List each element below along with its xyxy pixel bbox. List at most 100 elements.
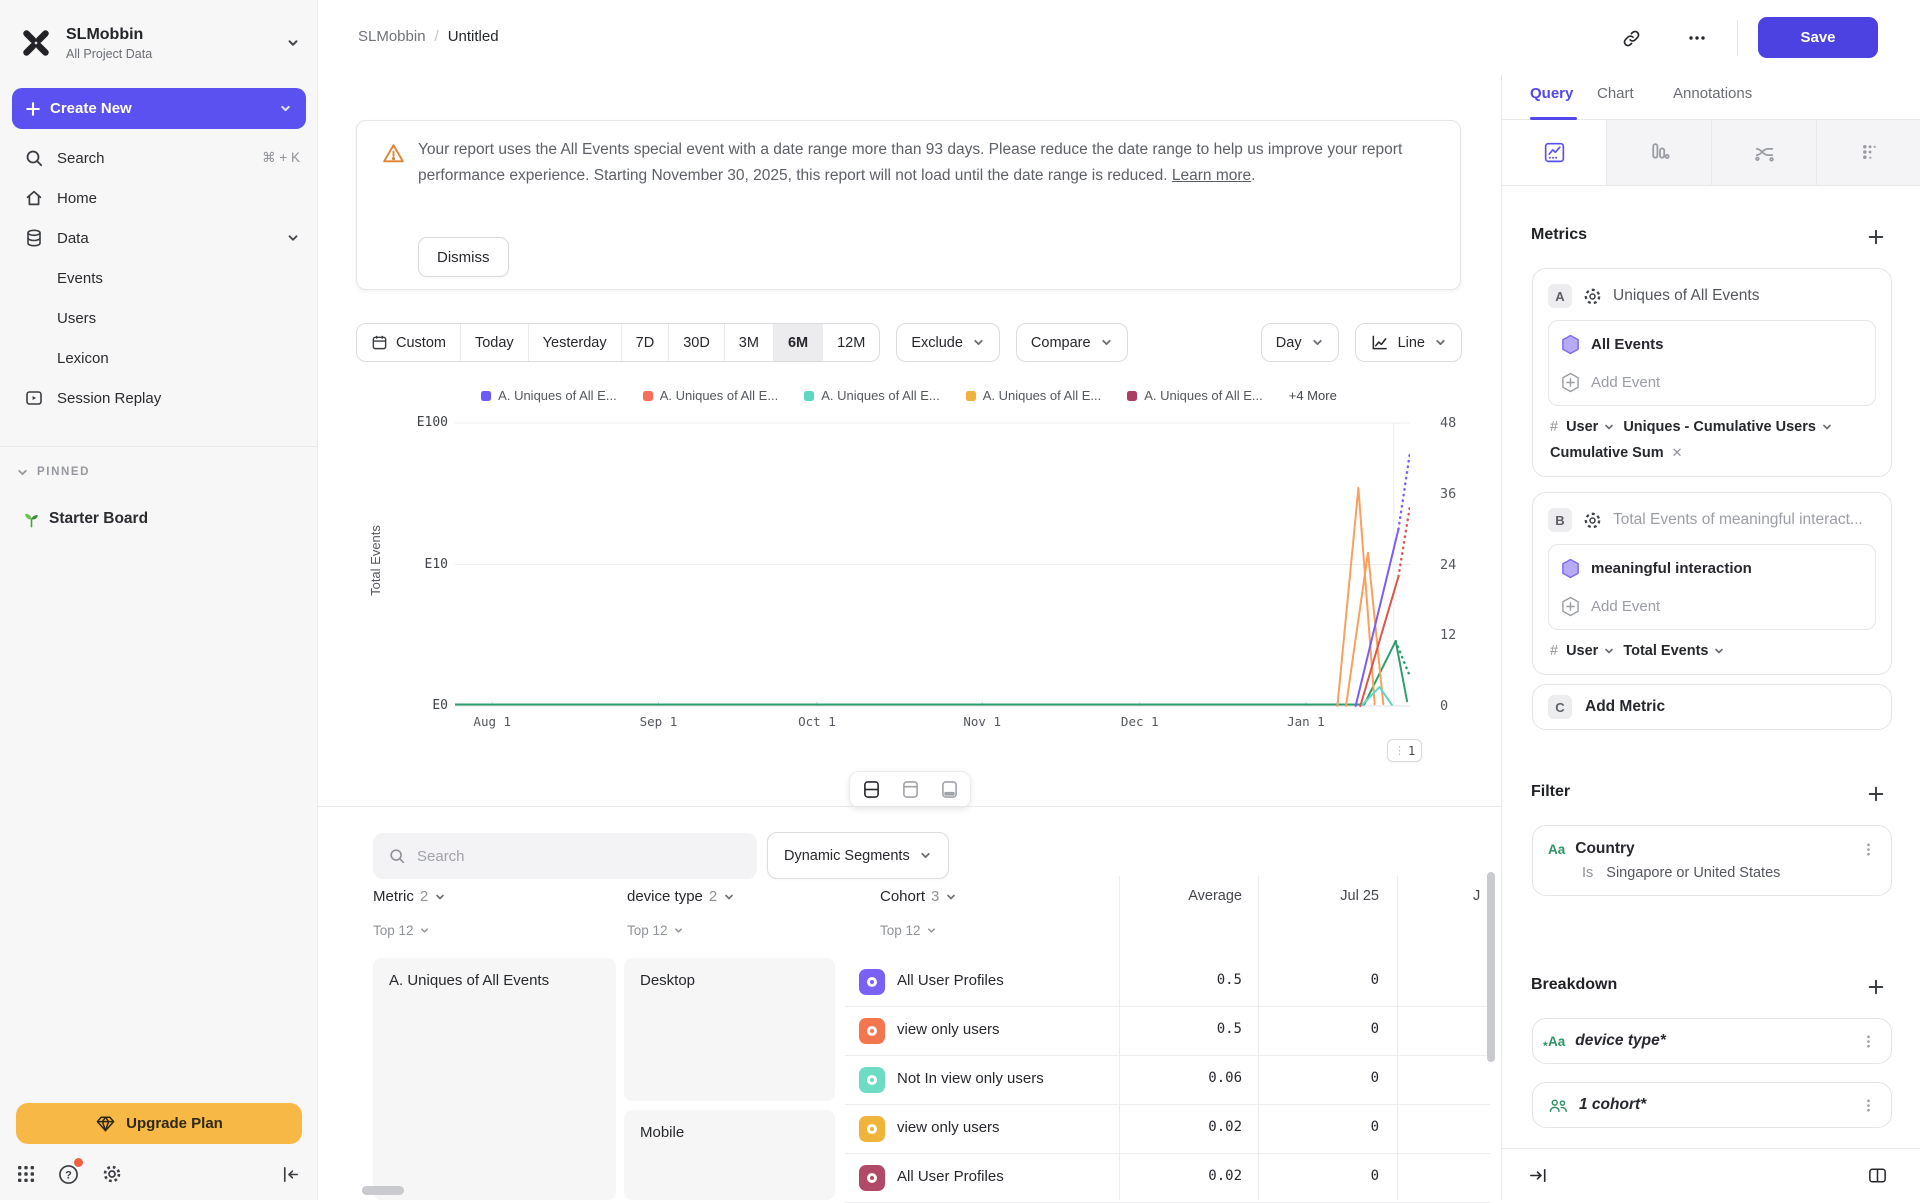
- legend-item[interactable]: A. Uniques of All E...: [481, 388, 617, 403]
- range-30d[interactable]: 30D: [668, 324, 724, 361]
- chart-type-dropdown[interactable]: Line: [1354, 323, 1462, 362]
- top-filter-cohort[interactable]: Top 12: [880, 923, 937, 938]
- column-header-clipped[interactable]: J: [1473, 888, 1481, 904]
- dynamic-segments-dropdown[interactable]: Dynamic Segments: [767, 832, 949, 879]
- device-type-cell[interactable]: Desktop: [624, 958, 835, 1101]
- range-custom[interactable]: Custom: [357, 324, 460, 361]
- more-options-icon[interactable]: [1681, 24, 1713, 52]
- save-button[interactable]: Save: [1758, 17, 1878, 58]
- horizontal-scrollbar[interactable]: [362, 1186, 404, 1195]
- range-yesterday[interactable]: Yesterday: [527, 324, 621, 361]
- table-row[interactable]: All User Profiles 0.5 0: [845, 958, 1490, 1007]
- legend-more[interactable]: +4 More: [1288, 388, 1337, 403]
- settings-gear-icon[interactable]: [98, 1160, 126, 1188]
- range-12m[interactable]: 12M: [822, 324, 879, 361]
- filter-card-country[interactable]: Aa Country Is Singapore or United States: [1532, 825, 1892, 896]
- chart-type-insights[interactable]: [1502, 120, 1606, 185]
- metric-b-aggregation-dropdown[interactable]: Total Events: [1623, 643, 1725, 659]
- learn-more-link[interactable]: Learn more: [1171, 167, 1252, 184]
- table-row[interactable]: view only users 0.5 0: [845, 1007, 1490, 1056]
- compare-dropdown[interactable]: Compare: [1015, 323, 1128, 362]
- create-new-button[interactable]: Create New: [12, 88, 306, 129]
- sidebar-item-home[interactable]: Home: [0, 178, 318, 218]
- metric-settings-icon[interactable]: [1582, 510, 1603, 531]
- layout-bottom-panel-button[interactable]: [931, 775, 967, 804]
- apps-grid-icon[interactable]: [12, 1160, 40, 1188]
- table-search-input[interactable]: [417, 847, 742, 865]
- chart-type-retention[interactable]: [1816, 120, 1920, 185]
- add-metric-card[interactable]: C Add Metric: [1532, 684, 1892, 730]
- chart-type-funnels[interactable]: [1606, 120, 1711, 185]
- help-icon[interactable]: ?: [54, 1158, 83, 1188]
- split-view-icon[interactable]: [1865, 1163, 1889, 1187]
- pinned-section-toggle[interactable]: PINNED: [0, 458, 318, 486]
- chart-pager[interactable]: ⋮ 1: [1387, 739, 1423, 762]
- dismiss-button[interactable]: Dismiss: [418, 237, 509, 277]
- add-breakdown-plus-icon[interactable]: [1863, 974, 1889, 1000]
- more-options-icon[interactable]: [1861, 1034, 1876, 1049]
- table-row[interactable]: Not In view only users 0.06 0: [845, 1056, 1490, 1105]
- legend-item[interactable]: A. Uniques of All E...: [804, 388, 940, 403]
- device-type-cell[interactable]: Mobile: [624, 1110, 835, 1200]
- metric-a-aggregation-dropdown[interactable]: Uniques - Cumulative Users: [1623, 419, 1833, 435]
- vertical-scrollbar[interactable]: [1487, 872, 1495, 1062]
- metric-settings-icon[interactable]: [1582, 286, 1603, 307]
- exclude-dropdown[interactable]: Exclude: [896, 323, 1000, 362]
- range-7d[interactable]: 7D: [620, 324, 669, 361]
- column-header-device-type[interactable]: device type 2: [627, 888, 735, 905]
- more-options-icon[interactable]: [1861, 1098, 1876, 1113]
- filter-value[interactable]: Singapore or United States: [1606, 865, 1781, 881]
- metric-cell[interactable]: A. Uniques of All Events: [373, 958, 616, 1200]
- range-today[interactable]: Today: [459, 324, 528, 361]
- tab-query[interactable]: Query: [1530, 85, 1574, 102]
- metric-b-entity-dropdown[interactable]: User: [1566, 643, 1615, 659]
- remove-modifier-icon[interactable]: ✕: [1671, 445, 1683, 460]
- upgrade-plan-button[interactable]: Upgrade Plan: [16, 1103, 302, 1144]
- metric-b-title[interactable]: Total Events of meaningful interact...: [1613, 511, 1863, 528]
- table-row[interactable]: All User Profiles 0.02 0: [845, 1154, 1490, 1203]
- column-header-average[interactable]: Average: [1188, 888, 1242, 904]
- add-filter-plus-icon[interactable]: [1863, 781, 1889, 807]
- column-header-jul-25[interactable]: Jul 25: [1340, 888, 1379, 904]
- sidebar-item-lexicon[interactable]: Lexicon: [57, 349, 109, 367]
- add-event-button[interactable]: Add Event: [1549, 587, 1875, 625]
- share-link-icon[interactable]: [1615, 24, 1647, 52]
- sidebar-item-search[interactable]: Search ⌘ + K: [0, 138, 318, 178]
- workspace-switcher[interactable]: SLMobbin All Project Data: [10, 14, 308, 72]
- add-metric-plus-icon[interactable]: [1863, 224, 1889, 250]
- breakdown-card-cohort[interactable]: cohort-icon 1 cohort*: [1532, 1082, 1892, 1128]
- metric-a-title[interactable]: Uniques of All Events: [1613, 287, 1760, 304]
- collapse-sidebar-icon[interactable]: [276, 1160, 304, 1188]
- line-chart[interactable]: [455, 415, 1410, 707]
- legend-item[interactable]: A. Uniques of All E...: [1127, 388, 1263, 403]
- column-header-cohort[interactable]: Cohort 3: [880, 888, 957, 905]
- cumulative-sum-chip[interactable]: Cumulative Sum: [1550, 445, 1664, 461]
- add-event-button[interactable]: Add Event: [1549, 363, 1875, 401]
- table-row[interactable]: view only users 0.02 0: [845, 1105, 1490, 1154]
- sidebar-item-session-replay[interactable]: Session Replay: [0, 378, 318, 418]
- event-row-meaningful-interaction[interactable]: meaningful interaction: [1549, 549, 1875, 587]
- chart-type-flows[interactable]: [1711, 120, 1816, 185]
- granularity-dropdown[interactable]: Day: [1260, 323, 1339, 362]
- more-options-icon[interactable]: [1861, 842, 1876, 857]
- table-search[interactable]: [373, 833, 757, 879]
- breakdown-card-device-type[interactable]: text-property-iconAa* device type*: [1532, 1018, 1892, 1064]
- collapse-panel-icon[interactable]: [1526, 1163, 1550, 1187]
- filter-operator[interactable]: Is: [1582, 865, 1594, 881]
- range-6m[interactable]: 6M: [772, 324, 823, 361]
- breadcrumb-workspace[interactable]: SLMobbin: [358, 28, 426, 45]
- top-filter-metric[interactable]: Top 12: [373, 923, 430, 938]
- tab-annotations[interactable]: Annotations: [1673, 85, 1753, 102]
- breadcrumb-page-title[interactable]: Untitled: [447, 28, 499, 45]
- sidebar-item-users[interactable]: Users: [57, 309, 97, 327]
- legend-item[interactable]: A. Uniques of All E...: [642, 388, 778, 403]
- sidebar-item-data[interactable]: Data: [0, 218, 318, 258]
- legend-item[interactable]: A. Uniques of All E...: [965, 388, 1101, 403]
- top-filter-device-type[interactable]: Top 12: [627, 923, 684, 938]
- sidebar-item-events[interactable]: Events: [57, 269, 103, 287]
- metric-a-entity-dropdown[interactable]: User: [1566, 419, 1615, 435]
- column-header-metric[interactable]: Metric 2: [373, 888, 446, 905]
- layout-split-horizontal-button[interactable]: [853, 775, 889, 804]
- event-row-all-events[interactable]: All Events: [1549, 325, 1875, 363]
- sidebar-item-starter-board[interactable]: Starter Board: [0, 498, 318, 540]
